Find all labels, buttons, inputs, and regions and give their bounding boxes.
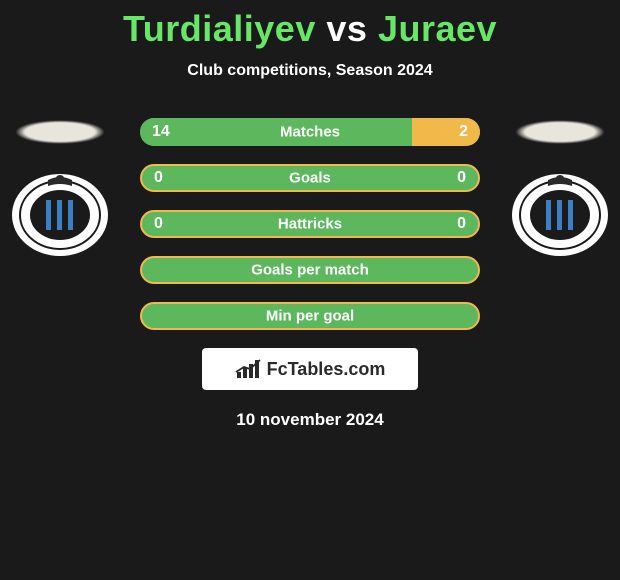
stat-label: Matches [140, 124, 480, 141]
player-silhouette-icon [515, 120, 605, 144]
stat-bar: 142Matches [140, 118, 480, 146]
comparison-title: Turdialiyev vs Juraev [0, 0, 620, 50]
vs-text: vs [326, 8, 367, 49]
right-player-column [500, 118, 620, 258]
player2-name: Juraev [378, 8, 497, 49]
bars-icon [235, 358, 263, 380]
club-brugge-badge-icon [10, 172, 110, 258]
club-brugge-badge-icon [510, 172, 610, 258]
brand-box[interactable]: FcTables.com [202, 348, 418, 390]
left-player-column [0, 118, 120, 258]
stat-label: Goals per match [142, 262, 478, 279]
content-area: 142Matches 00Goals 00Hattricks Goals per ma… [0, 118, 620, 430]
subtitle: Club competitions, Season 2024 [0, 62, 620, 80]
player1-name: Turdialiyev [123, 8, 316, 49]
stat-label: Min per goal [142, 308, 478, 325]
stat-bar: Goals per match [140, 256, 480, 284]
date-text: 10 november 2024 [0, 410, 620, 430]
stat-bar: 00Goals [140, 164, 480, 192]
stat-bar: Min per goal [140, 302, 480, 330]
brand-text: FcTables.com [267, 359, 386, 380]
stat-bars: 142Matches 00Goals 00Hattricks Goals per ma… [140, 118, 480, 330]
stat-label: Goals [142, 170, 478, 187]
stat-label: Hattricks [142, 216, 478, 233]
player-silhouette-icon [15, 120, 105, 144]
stat-bar: 00Hattricks [140, 210, 480, 238]
